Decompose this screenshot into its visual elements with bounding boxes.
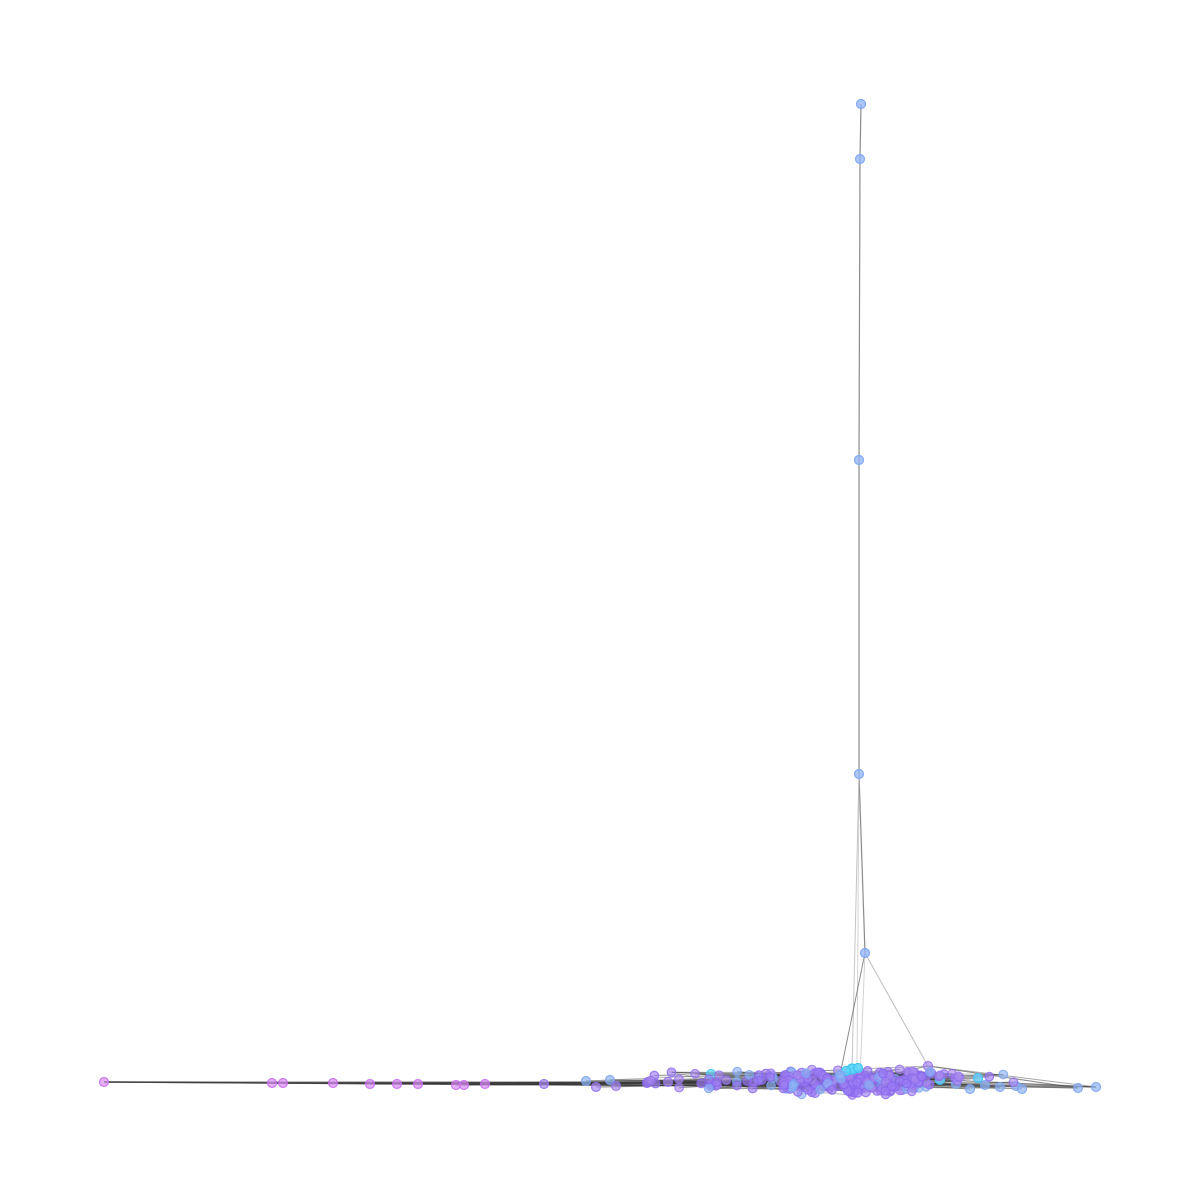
graph-node [906,1086,917,1097]
graph-node [852,1077,862,1088]
graph-node [979,1079,991,1091]
graph-node [732,1066,743,1077]
graph-node [864,1080,874,1090]
graph-edge [851,773,860,1071]
graph-node [878,1068,888,1079]
graph-node [1008,1077,1019,1088]
graph-edge [859,952,866,1079]
graph-node [834,1069,846,1081]
graph-node [852,1087,863,1098]
graph-node [604,1074,616,1086]
graph-node [646,1075,656,1086]
graph-node [994,1081,1006,1093]
graph-node [662,1076,674,1088]
graph-node [364,1078,376,1090]
graph-node [855,98,867,110]
graph-node [792,1070,803,1081]
graph-node [277,1077,289,1089]
graph-node [862,1065,873,1076]
graph-node [964,1083,976,1095]
graph-node [779,1080,789,1090]
graph-node [696,1078,707,1089]
graph-node [748,1077,759,1087]
graph-node [827,1085,837,1095]
graph-node [674,1074,684,1085]
graph-node [327,1077,339,1089]
graph-node [666,1067,677,1078]
graph-edge [856,773,860,1073]
graph-edges [103,103,1097,1096]
graph-edge [858,158,861,461]
graph-nodes [98,98,1102,1100]
graph-node [853,768,865,780]
graph-node [412,1078,424,1090]
graph-node [266,1077,278,1089]
graph-node [812,1067,823,1078]
graph-node [894,1064,905,1075]
graph-node [674,1082,685,1093]
graph-node [916,1071,927,1082]
graph-node [984,1071,995,1082]
graph-edge [839,952,866,1076]
graph-node [934,1070,945,1081]
graph-node [765,1072,776,1083]
graph-edge [864,952,929,1067]
graph-node [972,1072,984,1084]
graph-node [98,1076,110,1088]
graph-node [815,1084,826,1095]
graph-node [1090,1081,1102,1093]
graph-node [391,1078,403,1090]
graph-node [854,153,866,165]
graph-node [800,1068,811,1079]
graph-node [721,1075,732,1085]
graph-edge [927,1065,1097,1088]
graph-node [703,1083,714,1094]
graph-node [690,1068,700,1079]
graph-node [744,1069,755,1080]
graph-node [1016,1083,1028,1095]
graph-node [1072,1082,1084,1094]
graph-node [703,1074,714,1085]
graph-node [590,1081,602,1093]
graph-node [925,1066,935,1077]
graph-node [610,1080,622,1092]
graph-node [859,947,871,959]
graph-node [803,1084,813,1095]
graph-node [886,1081,897,1092]
graph-edge [859,103,862,160]
graph-node [998,1069,1009,1080]
graph-node [580,1075,592,1087]
graph-node [732,1080,742,1091]
graph-node [788,1080,798,1090]
graph-node [852,1062,864,1074]
graph-node [458,1079,470,1091]
graph-node [538,1078,550,1090]
graph-edge [858,773,866,954]
graph-node [953,1071,964,1082]
graph-node [479,1078,491,1090]
graph-node [853,454,865,466]
